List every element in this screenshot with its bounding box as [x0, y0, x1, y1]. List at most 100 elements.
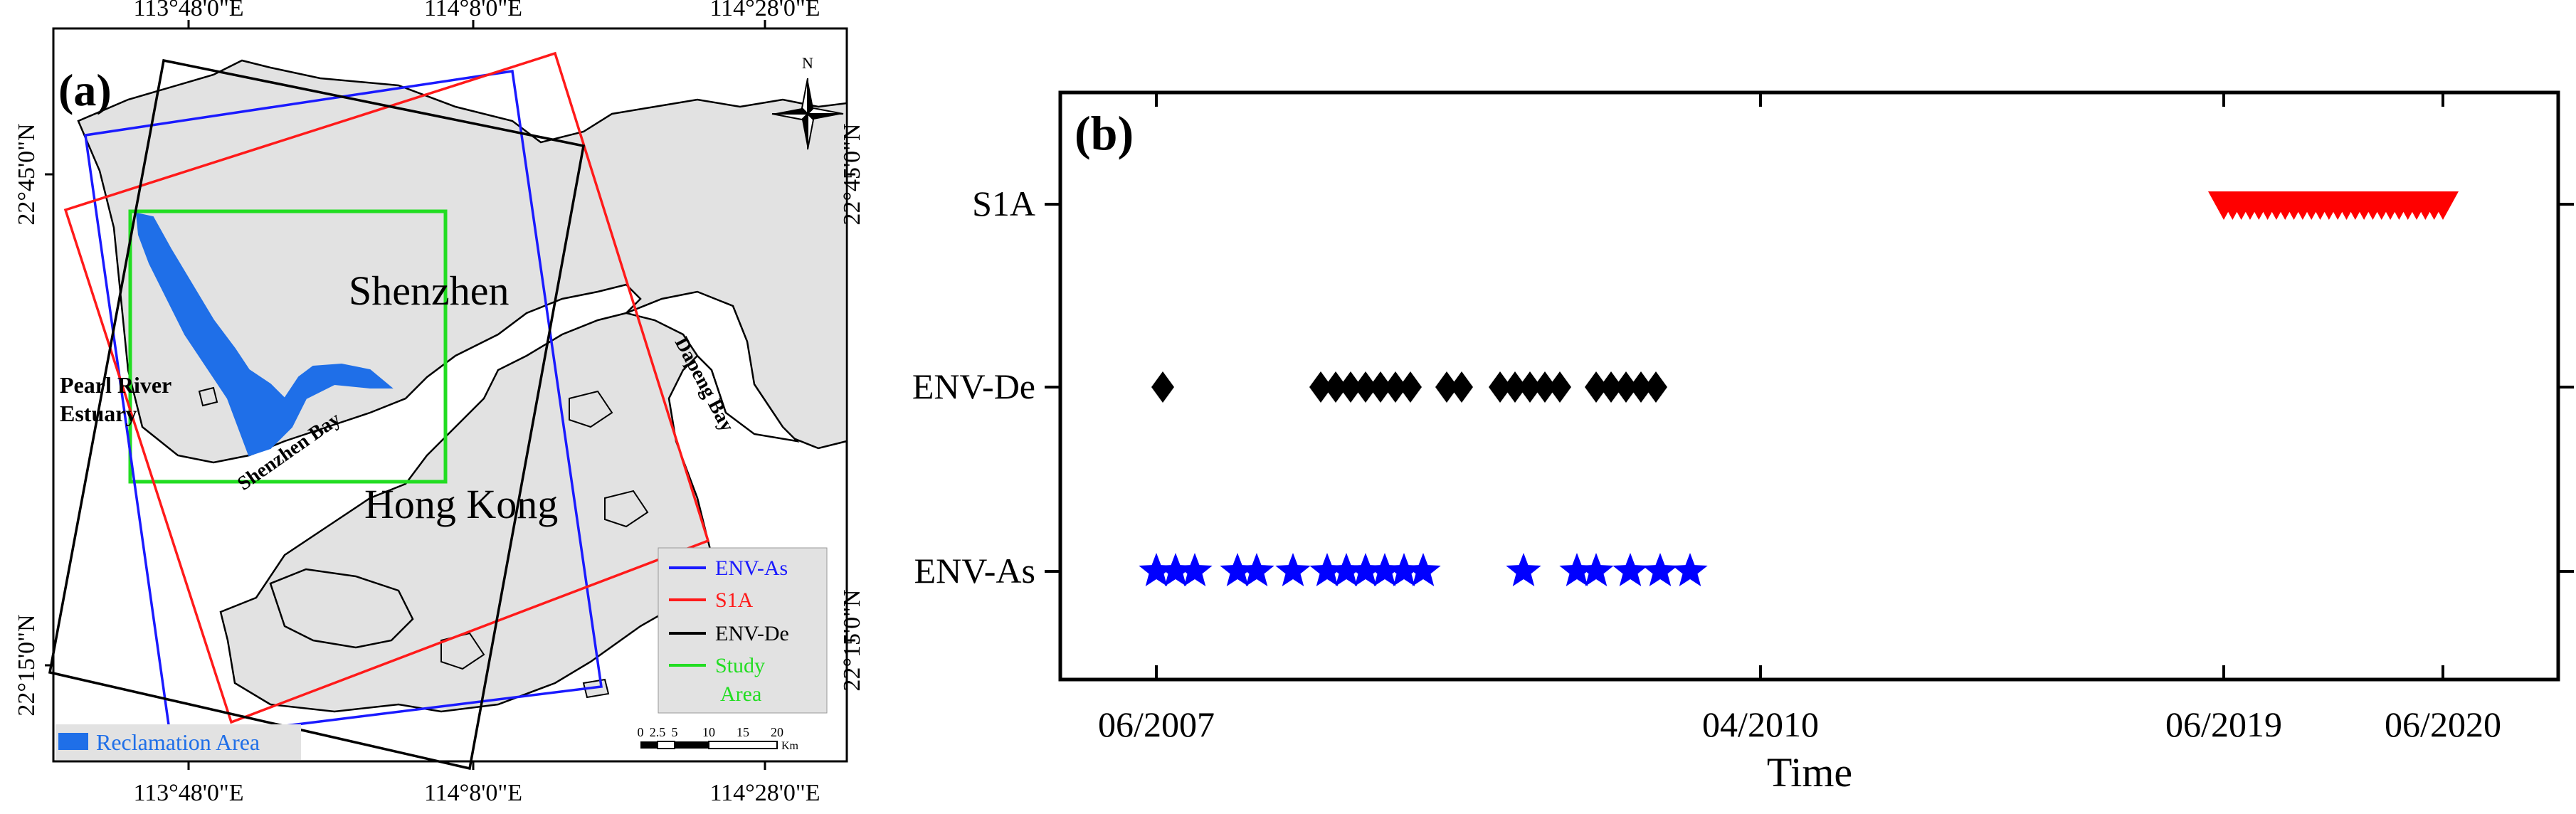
study-area-rectangle	[128, 209, 448, 484]
marker-env-de-8	[1399, 371, 1422, 403]
marker-env-as-15	[1578, 553, 1614, 586]
env-de-footprint	[48, 58, 586, 771]
x-axis-title: Time	[1767, 749, 1852, 796]
scale-segment-4	[708, 741, 778, 749]
marker-env-as-3	[1177, 553, 1213, 586]
y-tick-label-env-as: ENV-As	[914, 551, 1035, 591]
left-tick-label-2: 22°15'0"N	[14, 614, 40, 716]
small-island-2	[604, 490, 649, 528]
marker-env-de-20	[1645, 371, 1667, 403]
marker-env-de-15	[1548, 371, 1571, 403]
marker-env-as-18	[1672, 553, 1708, 586]
reclamation-area-shape	[135, 212, 394, 457]
scale-tick-5: 5	[672, 725, 678, 739]
x-tick-label-04-2010: 04/2010	[1702, 704, 1819, 744]
map-legend-box	[658, 547, 828, 714]
marker-env-as-16	[1612, 553, 1648, 586]
scale-bar-background	[630, 719, 822, 758]
small-island-3	[569, 390, 613, 428]
top-tick-label-2: 114°8'0"E	[424, 0, 522, 21]
marker-env-as-7	[1309, 553, 1345, 586]
legend-label-s1a: S1A	[715, 588, 754, 612]
marker-env-as-4	[1220, 553, 1255, 586]
s1a-footprint	[63, 51, 710, 724]
legend-label-env-de: ENV-De	[715, 622, 789, 645]
map-panel: 113°48'0"E 114°8'0"E 114°28'0"E 113°48'0…	[14, 0, 865, 806]
small-island-4	[198, 386, 218, 407]
marker-env-de-9	[1435, 371, 1458, 403]
marker-env-de-16	[1585, 371, 1608, 403]
marker-env-de-19	[1630, 371, 1652, 403]
right-tick-label-2: 22°15'0"N	[839, 589, 865, 691]
marker-env-de-2	[1309, 371, 1332, 403]
bottom-tick-label-2: 114°8'0"E	[424, 780, 522, 806]
x-tick-label-06-2020: 06/2020	[2385, 704, 2501, 744]
reclamation-legend-swatch	[58, 733, 88, 750]
scale-tick-2-5: 2.5	[650, 725, 666, 739]
chart-panel-label: (b)	[1075, 106, 1134, 160]
marker-env-de-10	[1450, 371, 1473, 403]
marker-env-de-12	[1504, 371, 1526, 403]
legend-label-area: Area	[720, 682, 761, 706]
legend-label-study: Study	[715, 654, 765, 677]
top-tick-label-3: 114°28'0"E	[709, 0, 820, 21]
left-tick-label-1: 22°45'0"N	[14, 123, 40, 225]
marker-env-de-3	[1324, 371, 1347, 403]
north-arrow-icon	[771, 78, 844, 150]
marker-env-as-12	[1405, 553, 1441, 586]
marker-s1a-26	[2427, 191, 2459, 220]
dapeng-bay-water	[623, 290, 800, 443]
scale-tick-10: 10	[702, 725, 715, 739]
bottom-tick-label-3: 114°28'0"E	[709, 780, 820, 806]
y-tick-label-s1a: S1A	[972, 184, 1035, 223]
scale-segment-1	[640, 741, 658, 749]
marker-env-de-13	[1519, 371, 1541, 403]
marker-env-de-1	[1151, 371, 1174, 403]
scale-segment-3	[675, 741, 709, 749]
marker-env-de-6	[1369, 371, 1392, 403]
scale-unit: Km	[781, 740, 799, 752]
land-mass	[77, 59, 848, 713]
marker-env-de-17	[1600, 371, 1622, 403]
shenzhen-label: Shenzhen	[349, 268, 510, 314]
scale-tick-20: 20	[771, 725, 783, 739]
marker-env-as-11	[1386, 553, 1422, 586]
env-as-footprint	[84, 70, 603, 741]
x-tick-label-06-2019: 06/2019	[2165, 704, 2282, 744]
marker-env-de-7	[1384, 371, 1407, 403]
marker-env-as-2	[1158, 553, 1193, 586]
bottom-tick-label-1: 113°48'0"E	[133, 780, 243, 806]
marker-env-as-17	[1642, 553, 1678, 586]
right-tick-label-1: 22°45'0"N	[839, 123, 865, 225]
marker-env-de-4	[1339, 371, 1362, 403]
marker-env-as-1	[1139, 553, 1174, 586]
plot-frame	[1058, 90, 2560, 682]
marker-env-as-8	[1329, 553, 1364, 586]
y-tick-label-env-de: ENV-De	[912, 366, 1035, 406]
hong-kong-label: Hong Kong	[364, 481, 558, 527]
scale-tick-15: 15	[737, 725, 749, 739]
pearl-river-label: Pearl River	[60, 372, 171, 398]
marker-env-as-9	[1348, 553, 1383, 586]
marker-env-de-18	[1615, 371, 1637, 403]
marker-env-as-13	[1506, 553, 1541, 586]
north-label: N	[802, 54, 813, 72]
scale-tick-0: 0	[638, 725, 644, 739]
marker-env-as-6	[1275, 553, 1311, 586]
reclamation-legend-label: Reclamation Area	[96, 729, 260, 755]
marker-env-as-5	[1239, 553, 1274, 586]
top-tick-label-1: 113°48'0"E	[133, 0, 243, 21]
chart-marks	[1139, 191, 2459, 586]
reclamation-legend-box	[56, 724, 301, 760]
legend-label-env-as: ENV-As	[715, 556, 788, 580]
map-panel-label: (a)	[58, 65, 112, 115]
marker-env-de-11	[1489, 371, 1511, 403]
x-tick-label-06-2007: 06/2007	[1098, 704, 1215, 744]
marker-env-as-10	[1367, 553, 1403, 586]
estuary-label: Estuary	[60, 401, 137, 426]
marker-env-de-14	[1534, 371, 1556, 403]
lantau-island	[269, 568, 414, 649]
marker-env-as-14	[1559, 553, 1595, 586]
marker-env-de-5	[1354, 371, 1377, 403]
